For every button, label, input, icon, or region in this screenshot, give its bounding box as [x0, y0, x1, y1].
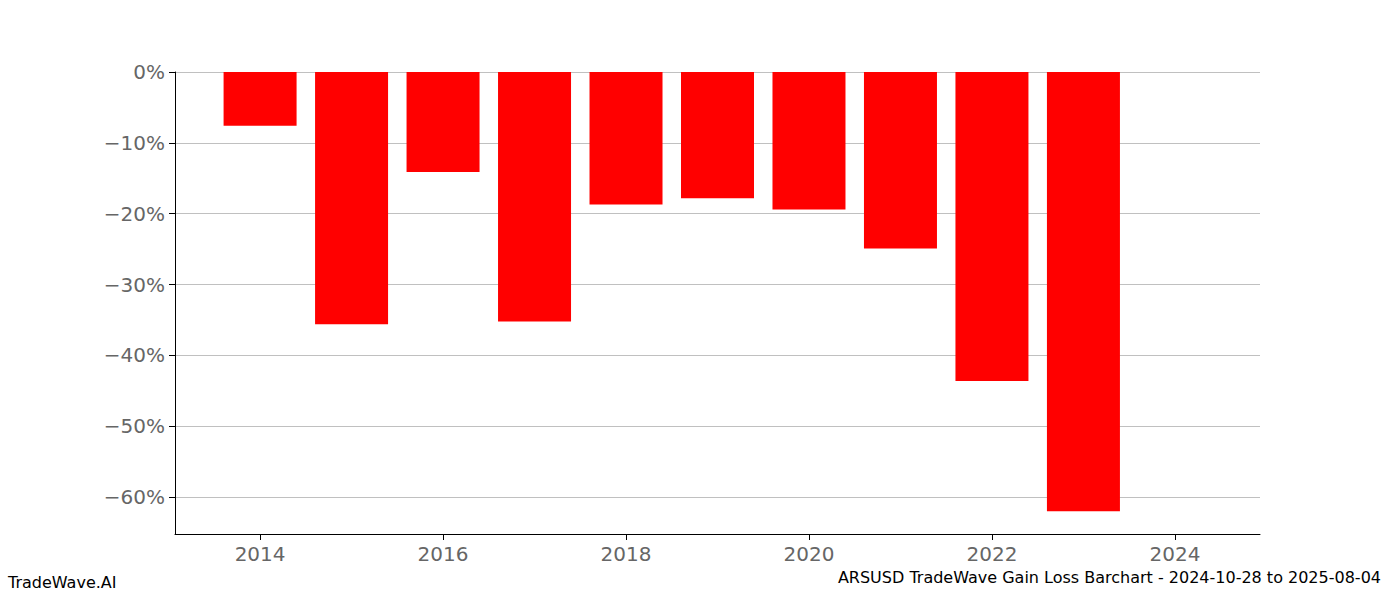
svg-text:2018: 2018 [601, 542, 652, 566]
svg-text:2020: 2020 [784, 542, 835, 566]
svg-text:−30%: −30% [104, 273, 165, 297]
svg-text:2024: 2024 [1149, 542, 1200, 566]
svg-text:2014: 2014 [235, 542, 286, 566]
svg-text:TradeWave.AI: TradeWave.AI [7, 573, 116, 592]
svg-text:−50%: −50% [104, 414, 165, 438]
svg-text:2022: 2022 [966, 542, 1017, 566]
svg-text:ARSUSD TradeWave Gain Loss Bar: ARSUSD TradeWave Gain Loss Barchart - 20… [838, 568, 1381, 587]
svg-text:−10%: −10% [104, 131, 165, 155]
svg-text:0%: 0% [133, 60, 165, 84]
svg-text:−60%: −60% [104, 485, 165, 509]
svg-text:−20%: −20% [104, 202, 165, 226]
svg-text:2016: 2016 [418, 542, 469, 566]
svg-text:−40%: −40% [104, 343, 165, 367]
